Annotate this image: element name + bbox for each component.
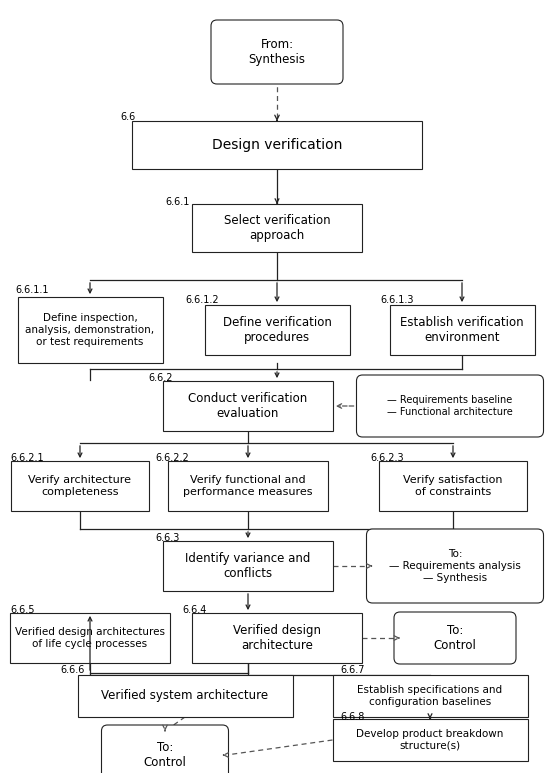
Bar [192, 613, 362, 663]
FancyBboxPatch shape [101, 725, 228, 773]
Text: 6.6.2.1: 6.6.2.1 [10, 453, 44, 463]
Text: 6.6.5: 6.6.5 [10, 605, 34, 615]
Text: Verify functional and
performance measures: Verify functional and performance measur… [183, 475, 313, 497]
Text: 6.6.2: 6.6.2 [148, 373, 172, 383]
FancyBboxPatch shape [357, 375, 543, 437]
Text: Identify variance and
conflicts: Identify variance and conflicts [185, 552, 311, 580]
FancyBboxPatch shape [394, 612, 516, 664]
Text: 6.6.1: 6.6.1 [165, 197, 189, 207]
Bar [168, 461, 328, 511]
Text: Define inspection,
analysis, demonstration,
or test requirements: Define inspection, analysis, demonstrati… [25, 313, 155, 346]
Text: 6.6.8: 6.6.8 [340, 712, 365, 722]
Bar [192, 204, 362, 252]
Text: — Requirements baseline
— Functional architecture: — Requirements baseline — Functional arc… [387, 395, 513, 417]
Text: 6.6.1.3: 6.6.1.3 [380, 295, 413, 305]
Bar [18, 297, 162, 363]
Bar [389, 305, 535, 355]
Bar [10, 613, 170, 663]
Text: 6.6.2.2: 6.6.2.2 [155, 453, 189, 463]
Bar [132, 121, 422, 169]
Text: Verify architecture
completeness: Verify architecture completeness [28, 475, 131, 497]
Text: To:
— Requirements analysis
— Synthesis: To: — Requirements analysis — Synthesis [389, 550, 521, 583]
Text: Conduct verification
evaluation: Conduct verification evaluation [188, 392, 307, 420]
Text: 6.6: 6.6 [120, 112, 135, 122]
Bar [204, 305, 350, 355]
Bar [163, 541, 333, 591]
Text: 6.6.6: 6.6.6 [60, 665, 84, 675]
Text: Establish specifications and
configuration baselines: Establish specifications and configurati… [357, 685, 502, 707]
Text: Verified system architecture: Verified system architecture [101, 690, 269, 703]
Text: 6.6.1.1: 6.6.1.1 [15, 285, 49, 295]
Text: Verified design
architecture: Verified design architecture [233, 624, 321, 652]
Text: To:
Control: To: Control [143, 741, 187, 769]
Bar [163, 381, 333, 431]
Bar [332, 675, 527, 717]
Text: Develop product breakdown
structure(s): Develop product breakdown structure(s) [356, 729, 504, 751]
Bar [78, 675, 293, 717]
Text: 6.6.1.2: 6.6.1.2 [185, 295, 219, 305]
Text: Establish verification
environment: Establish verification environment [400, 316, 524, 344]
Text: 6.6.7: 6.6.7 [340, 665, 365, 675]
Text: Verify satisfaction
of constraints: Verify satisfaction of constraints [403, 475, 502, 497]
Text: 6.6.3: 6.6.3 [155, 533, 179, 543]
Text: Define verification
procedures: Define verification procedures [223, 316, 331, 344]
FancyBboxPatch shape [211, 20, 343, 84]
FancyBboxPatch shape [367, 529, 543, 603]
Bar [11, 461, 149, 511]
Text: Select verification
approach: Select verification approach [224, 214, 330, 242]
Text: From:
Synthesis: From: Synthesis [249, 38, 305, 66]
Text: To:
Control: To: Control [434, 624, 476, 652]
Text: 6.6.2.3: 6.6.2.3 [370, 453, 404, 463]
Bar [379, 461, 527, 511]
Text: Verified design architectures
of life cycle processes: Verified design architectures of life cy… [15, 627, 165, 649]
Text: Design verification: Design verification [212, 138, 342, 152]
Text: 6.6.4: 6.6.4 [182, 605, 207, 615]
Bar [332, 719, 527, 761]
